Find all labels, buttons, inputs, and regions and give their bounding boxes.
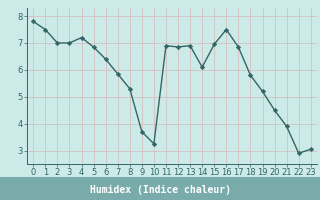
Text: Humidex (Indice chaleur): Humidex (Indice chaleur) xyxy=(90,185,230,195)
